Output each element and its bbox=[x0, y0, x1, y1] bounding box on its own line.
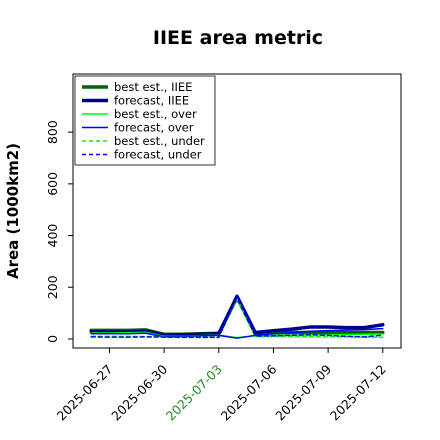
legend-label: forecast, IIEE bbox=[114, 94, 189, 108]
y-tick-label: 400 bbox=[45, 224, 60, 248]
series-line-4 bbox=[90, 327, 384, 339]
legend-label: forecast, over bbox=[114, 121, 194, 135]
y-tick-label: 600 bbox=[45, 172, 60, 196]
y-axis: 0 200 400 600 800 bbox=[45, 120, 73, 343]
legend-label: best est., under bbox=[114, 134, 205, 148]
y-tick-label: 200 bbox=[45, 275, 60, 299]
x-tick-label: 2025-07-06 bbox=[218, 361, 280, 423]
series-layer bbox=[89, 294, 385, 339]
series-line-2 bbox=[89, 294, 385, 337]
x-tick-label: 2025-07-09 bbox=[272, 361, 334, 423]
legend-label: best est., IIEE bbox=[114, 80, 192, 94]
legend-label: forecast, under bbox=[114, 148, 202, 162]
plot-frame bbox=[72, 73, 402, 349]
x-axis: 2025-06-272025-06-302025-07-032025-07-06… bbox=[54, 348, 389, 423]
y-axis-label: Area (1000km2) bbox=[4, 143, 22, 279]
x-tick-label: 2025-06-27 bbox=[54, 362, 116, 424]
x-tick-label: 2025-07-12 bbox=[327, 362, 389, 424]
y-tick-label: 800 bbox=[45, 120, 60, 144]
series-line-6 bbox=[90, 296, 384, 339]
legend-box bbox=[74, 75, 216, 166]
x-tick-label: 2025-06-30 bbox=[108, 361, 170, 423]
y-tick-label: 0 bbox=[45, 335, 60, 343]
legend-label: best est., over bbox=[114, 107, 197, 121]
x-tick-label: 2025-07-03 bbox=[163, 362, 225, 424]
chart-title: IIEE area metric bbox=[153, 27, 323, 49]
